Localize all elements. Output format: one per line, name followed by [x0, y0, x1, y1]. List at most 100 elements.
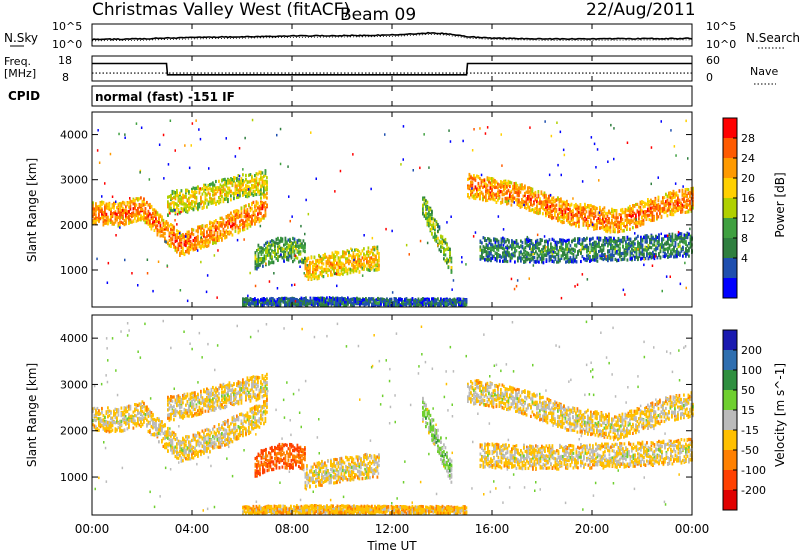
data-cell: [639, 208, 642, 212]
data-cell: [622, 257, 624, 261]
data-cell: [191, 242, 193, 246]
data-cell: [99, 206, 102, 210]
data-cell: [551, 259, 554, 263]
data-cell: [592, 254, 594, 259]
data-cell: [646, 247, 648, 251]
data-cell: [237, 215, 240, 219]
data-cell: [201, 233, 204, 237]
data-cell: [670, 235, 672, 239]
data-cell: [623, 221, 625, 225]
data-cell: [192, 228, 195, 232]
data-cell: [113, 204, 115, 208]
data-cell: [261, 192, 264, 196]
data-cell: [210, 201, 213, 205]
data-cell: [233, 210, 235, 214]
data-cell: [653, 243, 656, 247]
data-cell: [640, 251, 642, 255]
data-cell: [110, 213, 112, 217]
data-cell: [240, 188, 243, 192]
data-cell: [692, 189, 694, 193]
data-cell: [602, 207, 604, 211]
data-cell: [203, 232, 205, 236]
data-cell: [507, 183, 510, 187]
data-cell: [647, 247, 650, 251]
data-cell: [137, 218, 139, 222]
data-cell: [246, 184, 249, 188]
data-cell: [488, 196, 490, 200]
data-cell: [489, 186, 492, 190]
data-cell: [327, 256, 329, 260]
data-cell: [192, 207, 195, 211]
data-cell: [237, 183, 240, 187]
data-cell: [426, 206, 429, 210]
data-cell: [512, 184, 514, 188]
data-cell: [191, 187, 193, 191]
data-cell: [304, 256, 306, 260]
data-cell: [162, 218, 165, 222]
data-cell: [506, 202, 508, 206]
data-cell: [583, 238, 585, 242]
data-cell: [520, 259, 522, 263]
data-cell: [578, 210, 580, 214]
data-cell: [277, 258, 279, 262]
data-cell: [245, 173, 247, 177]
data-cell: [239, 224, 241, 228]
data-cell: [679, 236, 681, 240]
data-cell: [471, 190, 474, 194]
data-cell: [586, 254, 588, 258]
data-cell: [264, 171, 267, 175]
data-cell: [651, 200, 654, 204]
data-cell: [599, 205, 601, 210]
data-cell: [591, 205, 594, 209]
data-cell: [227, 178, 229, 182]
data-cell: [180, 249, 183, 253]
data-cell: [642, 200, 645, 204]
data-cell: [369, 251, 371, 255]
data-cell: [255, 176, 258, 180]
data-cell: [545, 240, 548, 244]
data-cell: [224, 224, 226, 228]
data-cell: [544, 248, 546, 252]
data-cell: [256, 267, 258, 271]
data-cell: [201, 231, 204, 235]
data-cell: [266, 186, 268, 190]
data-cell: [656, 242, 659, 246]
data-cell: [621, 217, 624, 222]
data-cell: [423, 198, 426, 202]
data-cell: [519, 203, 522, 207]
data-cell: [299, 244, 302, 248]
data-cell: [234, 229, 237, 233]
data-cell: [580, 242, 582, 247]
data-cell: [299, 252, 302, 256]
data-cell: [587, 249, 590, 253]
data-cell: [345, 251, 347, 255]
data-cell: [640, 235, 642, 239]
data-cell: [515, 198, 517, 202]
data-cell: [219, 188, 222, 192]
data-cell: [661, 237, 663, 241]
data-cell: [530, 253, 533, 257]
data-cell: [681, 207, 684, 212]
data-cell: [575, 222, 577, 226]
data-cell: [177, 195, 180, 199]
data-cell: [299, 250, 302, 254]
data-cell: [257, 254, 260, 258]
data-cell: [197, 185, 199, 189]
data-cell: [674, 195, 676, 199]
data-cell: [119, 211, 121, 215]
data-cell: [429, 215, 432, 220]
data-cell: [138, 197, 141, 201]
data-cell: [566, 245, 569, 249]
data-cell: [206, 224, 208, 228]
data-cell: [553, 247, 555, 251]
data-cell: [669, 202, 672, 206]
data-cell: [327, 261, 329, 265]
data-cell: [114, 215, 117, 219]
data-cell: [554, 213, 556, 217]
data-cell: [240, 211, 243, 215]
data-cell: [662, 244, 665, 248]
data-cell: [123, 210, 126, 215]
data-cell: [210, 182, 213, 186]
data-cell: [541, 248, 543, 252]
data-cell: [254, 182, 256, 186]
